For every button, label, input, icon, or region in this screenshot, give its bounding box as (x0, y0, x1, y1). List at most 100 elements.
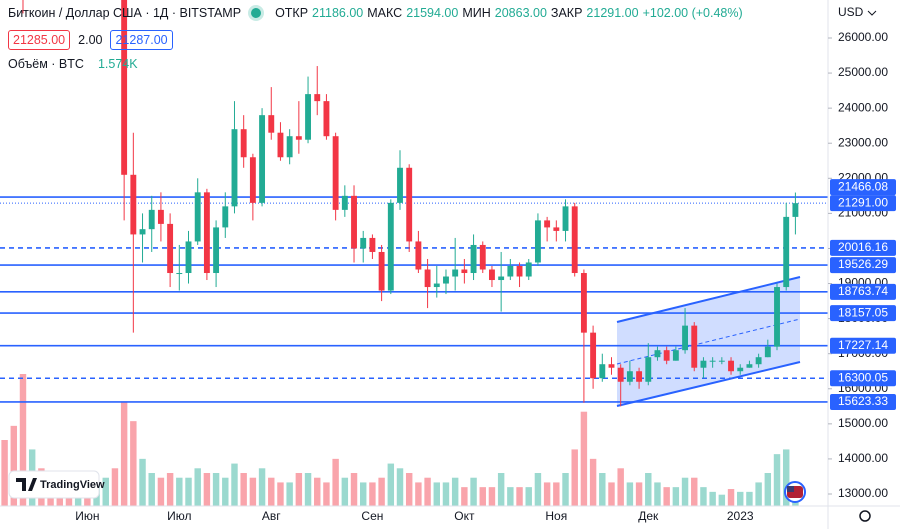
volume-bar (139, 458, 146, 506)
flag (787, 486, 794, 492)
level-label-box (830, 239, 896, 256)
candle-body (139, 229, 146, 235)
volume-bar (635, 482, 643, 506)
symbol-title[interactable]: Биткоин / Доллар США · 1Д · BITSTAMP (8, 6, 242, 20)
volume-bar (222, 477, 229, 506)
candle-body (341, 195, 348, 210)
level-label-box (830, 370, 896, 387)
open-label: ОТКР (275, 6, 309, 20)
level-label: 17227.14 (838, 338, 888, 352)
volume-bar (461, 487, 468, 506)
volume-bar (608, 482, 615, 506)
volume-value: 1.574K (97, 57, 138, 71)
candle-body (286, 136, 293, 158)
volume-bar (580, 411, 588, 506)
volume-bar (295, 473, 303, 506)
candle-body (709, 360, 716, 362)
candle-body (544, 220, 551, 228)
volume-bar (479, 487, 486, 506)
candle-body (599, 364, 606, 379)
volume-bar (1, 440, 8, 506)
buy-button[interactable]: 21287.00 (110, 30, 173, 50)
x-tick-label: Сен (361, 509, 383, 523)
volume-bar (663, 487, 670, 506)
candle-body (415, 241, 422, 270)
currency[interactable]: USD (838, 5, 864, 19)
volume-bar (617, 468, 624, 506)
volume-bar (488, 487, 496, 506)
level-label: 20016.16 (838, 240, 888, 254)
volume-bar (268, 477, 275, 506)
volume-bar (645, 473, 652, 506)
volume-bar (286, 482, 293, 506)
candle-body (507, 265, 514, 277)
candle-body (378, 251, 385, 291)
candle-body (351, 195, 357, 249)
volume-bar (102, 477, 109, 506)
logo[interactable] (8, 470, 100, 499)
sell-button[interactable]: 21285.00 (8, 30, 71, 50)
candle-body (259, 115, 266, 203)
candle-body (461, 269, 468, 274)
y-tick-label: 25000.00 (838, 65, 888, 79)
candle-body (590, 332, 597, 379)
settings-icon[interactable] (859, 510, 871, 522)
x-tick-label: Июл (167, 509, 191, 523)
candle-body (691, 325, 698, 368)
volume-bar (415, 482, 422, 506)
level-label: 19526.29 (838, 257, 888, 271)
candle-body (580, 273, 587, 333)
candle-body (764, 346, 771, 358)
currency-caret[interactable] (867, 10, 877, 16)
volume-bar (599, 473, 606, 506)
candles (22, 0, 799, 407)
volume-bar (203, 473, 211, 506)
volume-bar (341, 477, 349, 506)
candle-body (562, 206, 569, 231)
x-tick-label: Авг (262, 509, 281, 523)
levels (0, 196, 828, 403)
volume-bar (746, 491, 753, 506)
volume-pane (1, 374, 799, 506)
level-label-box (830, 257, 896, 274)
volume-bar (433, 482, 440, 506)
y-tick-label: 13000.00 (838, 486, 888, 500)
candle-body (323, 101, 330, 137)
y-tick-label: 24000.00 (838, 100, 888, 114)
volume-bar (681, 477, 689, 506)
volume-bar (737, 491, 744, 506)
channel-mid (616, 318, 801, 365)
spread: 2.00 (78, 33, 103, 47)
candle-body (746, 364, 753, 368)
candle-body (553, 227, 560, 231)
volume-bar (350, 473, 358, 506)
volume-bar (626, 482, 634, 506)
volume-bar (654, 482, 661, 506)
candle-body (305, 94, 311, 140)
volume-bar (405, 473, 413, 506)
volume-bar (277, 482, 284, 506)
candle-body (295, 136, 302, 140)
y-tick-label: 14000.00 (838, 451, 888, 465)
volume-bar (470, 477, 477, 506)
volume-bar (562, 473, 569, 506)
candle-body (369, 237, 376, 252)
high: 21594.00 (406, 6, 459, 20)
candle-body (452, 269, 459, 277)
candle-body (672, 350, 679, 361)
candle-body (176, 273, 183, 275)
candle-body (737, 367, 744, 372)
level-label-box (830, 179, 896, 196)
candle-body (314, 94, 321, 102)
candle-body (470, 244, 477, 274)
volume-bar (369, 482, 376, 506)
candle-body (718, 360, 725, 362)
level-label: 18763.74 (838, 284, 888, 298)
level-label-box (830, 283, 896, 300)
candle-body (774, 287, 780, 347)
candle-body (700, 360, 707, 368)
volume-bar (424, 477, 431, 506)
volume-bar (387, 463, 395, 506)
